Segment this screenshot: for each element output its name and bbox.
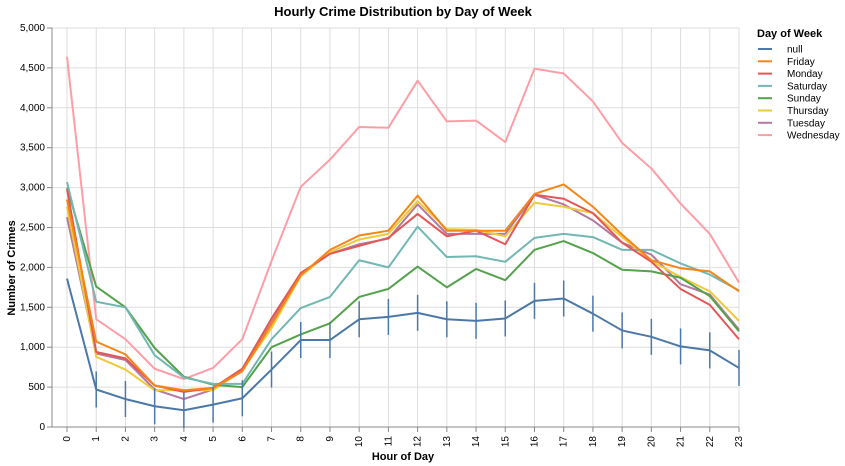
legend-label-tuesday: Tuesday	[787, 118, 825, 129]
x-tick-label: 22	[705, 436, 716, 448]
y-axis-title: Number of Crimes	[6, 220, 18, 315]
y-tick-label: 3,500	[20, 143, 45, 154]
gridlines	[52, 27, 740, 428]
x-tick-label: 1	[91, 436, 102, 442]
x-tick-label: 19	[617, 436, 628, 448]
y-tick-label: 0	[39, 422, 45, 433]
legend-label-wednesday: Wednesday	[787, 131, 840, 142]
y-tick-label: 1,000	[20, 342, 45, 353]
chart-title: Hourly Crime Distribution by Day of Week	[274, 4, 532, 19]
legend-label-saturday: Saturday	[787, 81, 827, 92]
legend-label-sunday: Sunday	[787, 94, 821, 105]
y-tick-label: 4,500	[20, 63, 45, 74]
x-tick-label: 23	[734, 436, 745, 448]
x-tick-label: 21	[676, 436, 687, 448]
x-tick-label: 4	[179, 436, 190, 442]
x-tick-label: 7	[267, 436, 278, 442]
series-line-tuesday	[66, 193, 740, 401]
y-tick-label: 1,500	[20, 302, 45, 313]
x-tick-label: 17	[559, 436, 570, 448]
x-axis-title: Hour of Day	[372, 451, 435, 463]
series-line-sunday	[66, 187, 740, 389]
y-tick-label: 500	[28, 382, 45, 393]
x-tick-label: 3	[150, 436, 161, 442]
series-line-null	[66, 278, 740, 412]
y-tick-label: 5,000	[20, 23, 45, 34]
axes: 0 500 1,000 1,500 2,000 2,500 3,000 3,500 4,000 4…	[20, 23, 745, 447]
series-line-saturday	[66, 181, 740, 385]
y-tick-label: 3,000	[20, 183, 45, 194]
legend-label-thursday: Thursday	[787, 106, 829, 117]
legend-label-monday: Monday	[787, 69, 823, 80]
x-tick-label: 5	[208, 436, 219, 442]
legend-title: Day of Week	[757, 28, 823, 40]
x-tick-label: 14	[471, 436, 482, 448]
series-line-friday	[66, 183, 740, 392]
y-tick-label: 2,000	[20, 262, 45, 273]
x-tick-label: 11	[383, 436, 394, 447]
legend-label-null: null	[787, 45, 803, 56]
x-tick-label: 13	[442, 436, 453, 448]
x-tick-label: 0	[62, 436, 73, 442]
y-tick-label: 2,500	[20, 223, 45, 234]
x-tick-label: 16	[529, 436, 540, 448]
x-tick-label: 10	[354, 436, 365, 448]
x-tick-label: 20	[646, 436, 657, 448]
x-tick-label: 9	[325, 436, 336, 442]
series-line-monday	[66, 189, 740, 393]
y-tick-label: 4,000	[20, 103, 45, 114]
x-tick-label: 8	[296, 436, 307, 442]
x-tick-label: 2	[120, 436, 131, 442]
x-tick-label: 18	[588, 436, 599, 448]
x-tick-label: 6	[237, 436, 248, 442]
series-lines	[66, 56, 740, 429]
x-tick-label: 15	[500, 436, 511, 448]
series-line-wednesday	[66, 56, 740, 381]
x-tick-label: 12	[413, 436, 424, 448]
legend-label-friday: Friday	[787, 57, 815, 68]
